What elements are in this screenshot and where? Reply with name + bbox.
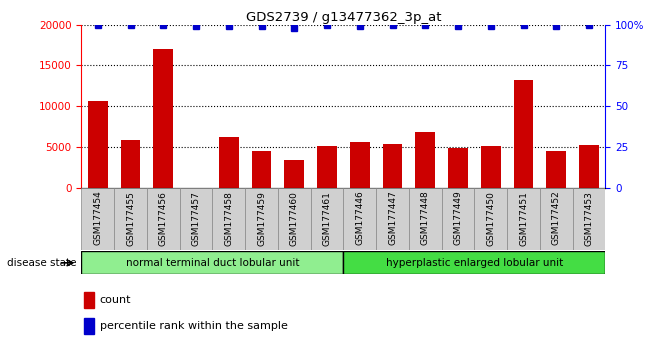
Bar xyxy=(350,142,370,188)
Bar xyxy=(245,188,278,250)
Bar xyxy=(252,151,271,188)
Bar xyxy=(88,101,107,188)
Bar xyxy=(383,144,402,188)
Bar xyxy=(344,188,376,250)
Bar xyxy=(546,151,566,188)
Text: GSM177450: GSM177450 xyxy=(486,191,495,246)
Bar xyxy=(540,188,573,250)
Bar xyxy=(114,188,147,250)
Bar xyxy=(180,188,212,250)
Text: GSM177454: GSM177454 xyxy=(93,191,102,245)
Text: GSM177458: GSM177458 xyxy=(224,191,233,246)
Text: GSM177457: GSM177457 xyxy=(191,191,201,246)
Bar xyxy=(147,188,180,250)
Bar xyxy=(415,132,435,188)
Bar xyxy=(448,148,468,188)
Text: GSM177448: GSM177448 xyxy=(421,191,430,245)
Text: GSM177453: GSM177453 xyxy=(585,191,594,246)
Bar xyxy=(441,188,475,250)
Text: hyperplastic enlarged lobular unit: hyperplastic enlarged lobular unit xyxy=(386,258,563,268)
Text: GSM177455: GSM177455 xyxy=(126,191,135,246)
Text: GSM177447: GSM177447 xyxy=(388,191,397,245)
Bar xyxy=(284,160,304,188)
Bar xyxy=(344,251,605,274)
Text: percentile rank within the sample: percentile rank within the sample xyxy=(100,321,288,331)
Text: GSM177459: GSM177459 xyxy=(257,191,266,246)
Text: GSM177446: GSM177446 xyxy=(355,191,365,245)
Bar xyxy=(409,188,441,250)
Text: disease state: disease state xyxy=(7,258,76,268)
Bar xyxy=(81,188,114,250)
Text: GSM177460: GSM177460 xyxy=(290,191,299,246)
Bar xyxy=(219,137,239,188)
Bar xyxy=(376,188,409,250)
Text: GSM177451: GSM177451 xyxy=(519,191,528,246)
Bar xyxy=(317,146,337,188)
Text: GSM177456: GSM177456 xyxy=(159,191,168,246)
Text: GSM177449: GSM177449 xyxy=(454,191,463,245)
Text: normal terminal duct lobular unit: normal terminal duct lobular unit xyxy=(126,258,299,268)
Bar xyxy=(507,188,540,250)
Bar xyxy=(81,251,344,274)
Bar xyxy=(573,188,605,250)
Bar xyxy=(120,141,141,188)
Bar xyxy=(579,145,599,188)
Bar xyxy=(481,146,501,188)
Title: GDS2739 / g13477362_3p_at: GDS2739 / g13477362_3p_at xyxy=(245,11,441,24)
Bar xyxy=(154,49,173,188)
Text: GSM177452: GSM177452 xyxy=(552,191,561,245)
Bar xyxy=(84,292,94,308)
Text: count: count xyxy=(100,295,132,305)
Text: GSM177461: GSM177461 xyxy=(322,191,331,246)
Bar xyxy=(278,188,311,250)
Bar xyxy=(514,80,533,188)
Bar xyxy=(475,188,507,250)
Bar xyxy=(311,188,344,250)
Bar xyxy=(212,188,245,250)
Bar xyxy=(84,318,94,334)
